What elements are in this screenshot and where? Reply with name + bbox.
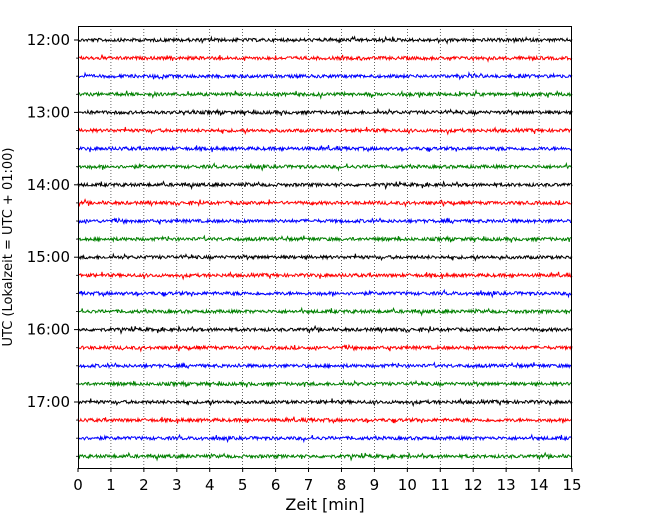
trace-line [77,451,573,462]
trace-line [77,433,573,444]
trace-line [77,416,573,424]
y-tick-label: 17:00 [27,393,70,411]
trace-line [77,379,573,389]
x-tick-label: 10 [398,476,417,494]
trace-line [77,70,573,81]
x-tick-label: 1 [106,476,116,494]
x-tick-label: 8 [337,476,347,494]
x-tick-label: 15 [562,476,581,494]
x-tick-label: 7 [304,476,314,494]
trace-line [77,35,573,45]
x-tick-label: 3 [172,476,182,494]
trace-line [77,144,573,153]
trace-line [77,217,573,225]
trace-line [77,288,573,299]
y-tick-label: 16:00 [27,321,70,339]
x-tick-label: 6 [271,476,281,494]
trace-line [77,126,573,136]
x-tick-label: 11 [431,476,450,494]
x-tick-label: 2 [139,476,149,494]
trace-line [77,107,573,117]
trace-layer [77,35,573,462]
trace-line [77,397,573,408]
y-tick-label: 13:00 [27,103,70,121]
trace-line [77,161,573,172]
trace-line [77,324,573,335]
trace-line [77,54,573,63]
trace-line [77,306,573,317]
x-axis-ticks: 0 1 2 3 4 5 6 7 8 9 10 11 12 13 14 15 [73,468,582,494]
trace-line [77,343,573,353]
y-axis-label: UTC (Lokalzeit = UTC + 01:00) [1,148,16,347]
trace-line [77,198,573,208]
x-tick-label: 12 [464,476,483,494]
x-tick-label: 5 [238,476,248,494]
x-tick-label: 0 [73,476,83,494]
trace-line [77,88,573,100]
y-tick-label: 15:00 [27,248,70,266]
trace-line [77,180,573,191]
plot-frame [78,26,572,469]
x-tick-label: 4 [205,476,215,494]
x-tick-label: 14 [530,476,549,494]
x-axis-label: Zeit [min] [285,495,364,514]
trace-line [77,361,573,370]
trace-line [77,271,573,281]
x-tick-label: 9 [370,476,380,494]
trace-line [77,234,573,243]
trace-line [77,252,573,262]
y-tick-label: 12:00 [27,31,70,49]
y-axis-ticks: 12:00 13:00 14:00 15:00 16:00 17:00 [27,31,78,457]
x-tick-label: 13 [497,476,516,494]
y-tick-label: 14:00 [27,176,70,194]
